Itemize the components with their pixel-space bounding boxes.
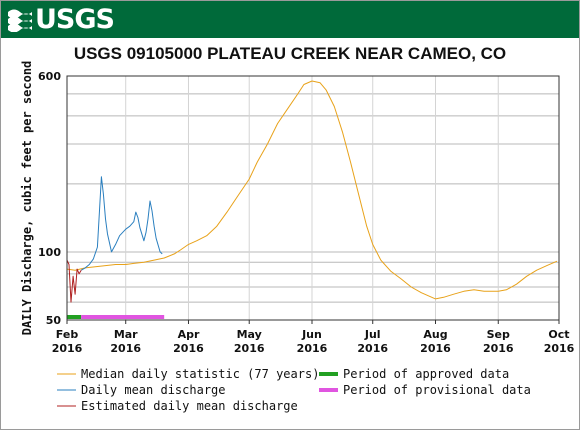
x-tick-year: 2016 bbox=[297, 342, 328, 355]
series-lines bbox=[66, 80, 558, 303]
x-tick-year: 2016 bbox=[420, 342, 451, 355]
legend-label: Period of provisional data bbox=[343, 383, 531, 397]
x-tick-year: 2016 bbox=[483, 342, 514, 355]
x-tick-year: 2016 bbox=[173, 342, 204, 355]
x-tick-month: Jun bbox=[301, 328, 322, 341]
x-tick-year: 2016 bbox=[110, 342, 141, 355]
y-tick-label: 600 bbox=[38, 70, 61, 83]
usgs-logo[interactable]: USGS bbox=[7, 3, 115, 35]
x-tick-month: Feb bbox=[56, 328, 79, 341]
y-axis-ticks: 600 100 50 bbox=[38, 70, 61, 327]
series-line bbox=[80, 176, 163, 271]
series-line bbox=[66, 259, 82, 303]
x-axis-ticks: Feb2016Mar2016Apr2016May2016Jun2016Jul20… bbox=[52, 320, 575, 355]
x-tick-year: 2016 bbox=[357, 342, 388, 355]
legend-label: Daily mean discharge bbox=[81, 383, 226, 397]
x-tick-month: Sep bbox=[487, 328, 510, 341]
x-tick-month: Aug bbox=[423, 328, 447, 341]
usgs-logo-text: USGS bbox=[35, 3, 115, 35]
usgs-banner: USGS bbox=[1, 1, 579, 38]
x-tick-year: 2016 bbox=[52, 342, 83, 355]
x-tick-month: Mar bbox=[114, 328, 138, 341]
plot-area bbox=[66, 75, 560, 321]
x-tick-month: Oct bbox=[548, 328, 569, 341]
x-tick-year: 2016 bbox=[544, 342, 575, 355]
grid-lines bbox=[66, 75, 560, 320]
y-tick-label: 50 bbox=[46, 314, 62, 327]
y-axis-title: DAILY Discharge, cubic feet per second bbox=[20, 61, 34, 336]
legend-label: Period of approved data bbox=[343, 367, 509, 381]
legend-label: Median daily statistic (77 years) bbox=[81, 367, 319, 381]
series-line bbox=[66, 80, 558, 300]
chart-title: USGS 09105000 PLATEAU CREEK NEAR CAMEO, … bbox=[74, 44, 506, 63]
y-tick-label: 100 bbox=[38, 246, 61, 259]
legend: Median daily statistic (77 years) Daily m… bbox=[57, 367, 531, 413]
usgs-wave-icon bbox=[8, 9, 32, 32]
x-tick-year: 2016 bbox=[234, 342, 265, 355]
x-tick-month: Jul bbox=[364, 328, 381, 341]
x-tick-month: Apr bbox=[178, 328, 200, 341]
legend-label: Estimated daily mean discharge bbox=[81, 399, 298, 413]
x-tick-month: May bbox=[237, 328, 262, 341]
